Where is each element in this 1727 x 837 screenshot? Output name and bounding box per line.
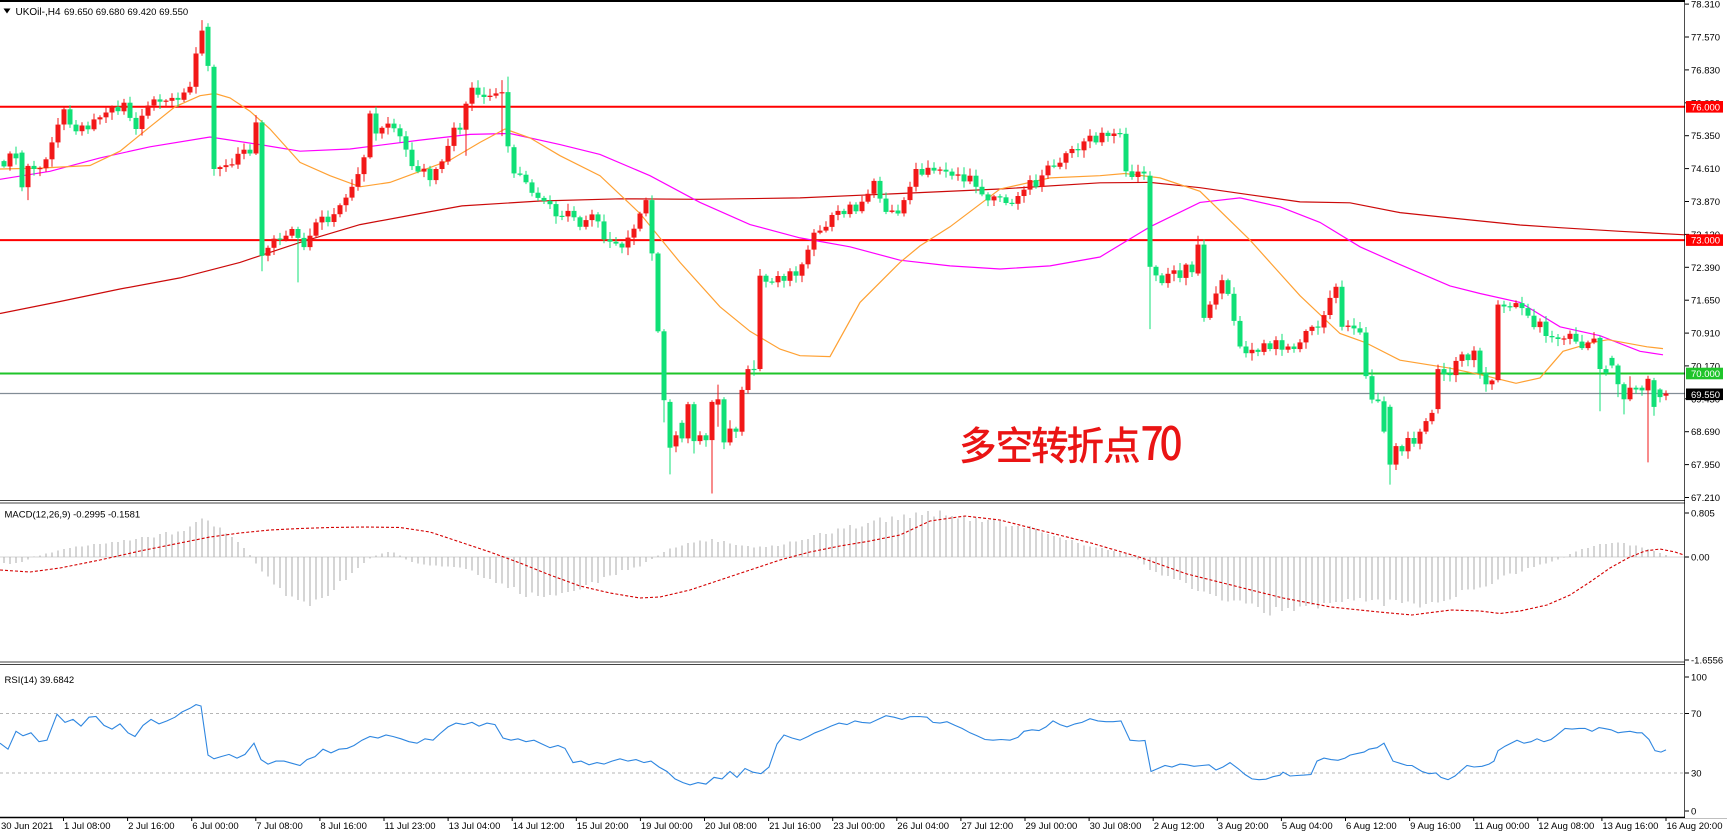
svg-text:2 Jul 16:00: 2 Jul 16:00 — [128, 821, 174, 832]
svg-text:68.690: 68.690 — [1691, 427, 1720, 438]
svg-text:12 Aug 08:00: 12 Aug 08:00 — [1538, 821, 1594, 832]
svg-text:73.000: 73.000 — [1691, 236, 1720, 247]
svg-text:75.350: 75.350 — [1691, 131, 1720, 142]
svg-text:73.870: 73.870 — [1691, 197, 1720, 208]
svg-text:MACD(12,26,9) -0.2995 -0.1581: MACD(12,26,9) -0.2995 -0.1581 — [5, 510, 141, 521]
svg-text:70.170: 70.170 — [1691, 361, 1720, 372]
svg-text:13 Jul 04:00: 13 Jul 04:00 — [449, 821, 501, 832]
svg-text:77.570: 77.570 — [1691, 33, 1720, 44]
svg-text:76.000: 76.000 — [1691, 102, 1720, 113]
svg-text:72.390: 72.390 — [1691, 263, 1720, 274]
svg-text:70.000: 70.000 — [1691, 369, 1720, 380]
svg-text:29 Jul 00:00: 29 Jul 00:00 — [1026, 821, 1078, 832]
svg-text:15 Jul 20:00: 15 Jul 20:00 — [577, 821, 629, 832]
svg-text:13 Aug 16:00: 13 Aug 16:00 — [1602, 821, 1658, 832]
svg-text:0.805: 0.805 — [1691, 509, 1715, 520]
svg-text:70.910: 70.910 — [1691, 329, 1720, 340]
svg-text:1 Jul 08:00: 1 Jul 08:00 — [64, 821, 110, 832]
svg-text:19 Jul 00:00: 19 Jul 00:00 — [641, 821, 693, 832]
svg-text:71.650: 71.650 — [1691, 296, 1720, 307]
svg-text:100: 100 — [1691, 673, 1707, 684]
svg-text:0.00: 0.00 — [1691, 553, 1710, 564]
svg-text:21 Jul 16:00: 21 Jul 16:00 — [769, 821, 821, 832]
svg-text:5 Aug 04:00: 5 Aug 04:00 — [1282, 821, 1333, 832]
svg-text:11 Aug 00:00: 11 Aug 00:00 — [1474, 821, 1529, 832]
svg-text:6 Jul 00:00: 6 Jul 00:00 — [192, 821, 238, 832]
svg-text:30 Jul 08:00: 30 Jul 08:00 — [1090, 821, 1142, 832]
svg-text:26 Jul 04:00: 26 Jul 04:00 — [897, 821, 949, 832]
svg-text:9 Aug 16:00: 9 Aug 16:00 — [1410, 821, 1461, 832]
svg-text:RSI(14) 39.6842: RSI(14) 39.6842 — [5, 675, 75, 686]
svg-text:67.210: 67.210 — [1691, 493, 1720, 504]
svg-text:-1.6556: -1.6556 — [1691, 656, 1723, 667]
svg-text:14 Jul 12:00: 14 Jul 12:00 — [513, 821, 565, 832]
svg-text:16 Aug 20:00: 16 Aug 20:00 — [1667, 821, 1723, 832]
svg-text:6 Aug 12:00: 6 Aug 12:00 — [1346, 821, 1397, 832]
svg-text:7 Jul 08:00: 7 Jul 08:00 — [256, 821, 302, 832]
svg-text:27 Jul 12:00: 27 Jul 12:00 — [961, 821, 1013, 832]
svg-text:30: 30 — [1691, 769, 1702, 780]
svg-text:23 Jul 00:00: 23 Jul 00:00 — [833, 821, 885, 832]
svg-text:0: 0 — [1691, 807, 1696, 818]
svg-text:UKOil-,H4: UKOil-,H4 — [16, 7, 61, 18]
svg-text:69.550: 69.550 — [1691, 390, 1720, 401]
svg-text:69.650 69.680 69.420 69.550: 69.650 69.680 69.420 69.550 — [64, 7, 188, 18]
svg-text:2 Aug 12:00: 2 Aug 12:00 — [1154, 821, 1205, 832]
svg-text:67.950: 67.950 — [1691, 460, 1720, 471]
svg-text:76.830: 76.830 — [1691, 65, 1720, 76]
svg-text:3 Aug 20:00: 3 Aug 20:00 — [1218, 821, 1269, 832]
svg-text:74.610: 74.610 — [1691, 164, 1720, 175]
svg-text:78.310: 78.310 — [1691, 0, 1720, 11]
svg-text:70: 70 — [1691, 709, 1702, 720]
svg-text:8 Jul 16:00: 8 Jul 16:00 — [320, 821, 366, 832]
svg-text:20 Jul 08:00: 20 Jul 08:00 — [705, 821, 757, 832]
svg-text:11 Jul 23:00: 11 Jul 23:00 — [385, 821, 436, 832]
svg-text:30 Jun 2021: 30 Jun 2021 — [1, 821, 53, 832]
